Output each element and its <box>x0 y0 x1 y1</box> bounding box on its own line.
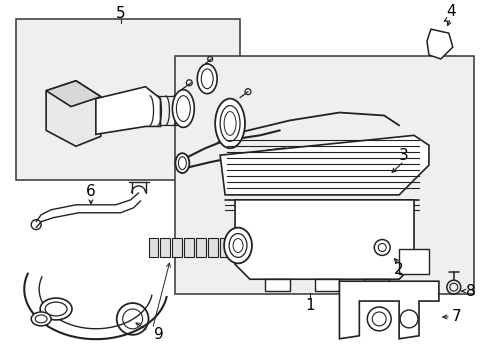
Ellipse shape <box>172 90 194 127</box>
Circle shape <box>366 307 390 331</box>
Polygon shape <box>160 238 170 257</box>
Ellipse shape <box>224 112 236 135</box>
Ellipse shape <box>45 302 67 316</box>
Ellipse shape <box>175 153 189 173</box>
Text: 9: 9 <box>153 327 163 342</box>
Ellipse shape <box>31 312 51 326</box>
Polygon shape <box>184 238 194 257</box>
Ellipse shape <box>176 96 190 121</box>
Ellipse shape <box>35 315 47 323</box>
Polygon shape <box>196 238 206 257</box>
Polygon shape <box>235 200 413 279</box>
Polygon shape <box>339 281 438 339</box>
Text: 5: 5 <box>116 6 125 21</box>
Polygon shape <box>364 279 388 291</box>
Circle shape <box>371 312 386 326</box>
Circle shape <box>399 310 417 328</box>
Polygon shape <box>148 238 158 257</box>
Text: 4: 4 <box>445 4 455 19</box>
Text: 1: 1 <box>304 297 314 312</box>
Ellipse shape <box>201 69 213 89</box>
Ellipse shape <box>197 64 217 94</box>
Polygon shape <box>220 135 428 195</box>
Ellipse shape <box>215 99 244 148</box>
Text: 2: 2 <box>393 262 403 277</box>
Ellipse shape <box>224 228 251 264</box>
Text: 3: 3 <box>398 148 408 163</box>
Ellipse shape <box>233 239 243 252</box>
Polygon shape <box>96 87 160 134</box>
Text: 8: 8 <box>465 284 474 299</box>
Ellipse shape <box>40 298 72 320</box>
Text: 7: 7 <box>451 310 461 324</box>
Polygon shape <box>46 81 101 107</box>
Polygon shape <box>264 279 289 291</box>
Bar <box>16 19 240 180</box>
Polygon shape <box>398 249 428 274</box>
Ellipse shape <box>178 157 186 170</box>
Ellipse shape <box>228 234 246 257</box>
Polygon shape <box>172 238 182 257</box>
Ellipse shape <box>220 105 240 141</box>
Polygon shape <box>208 238 218 257</box>
Polygon shape <box>314 279 339 291</box>
Polygon shape <box>220 238 230 257</box>
Bar <box>175 56 473 294</box>
Text: 6: 6 <box>86 184 96 199</box>
Polygon shape <box>46 81 101 146</box>
Polygon shape <box>426 29 452 59</box>
